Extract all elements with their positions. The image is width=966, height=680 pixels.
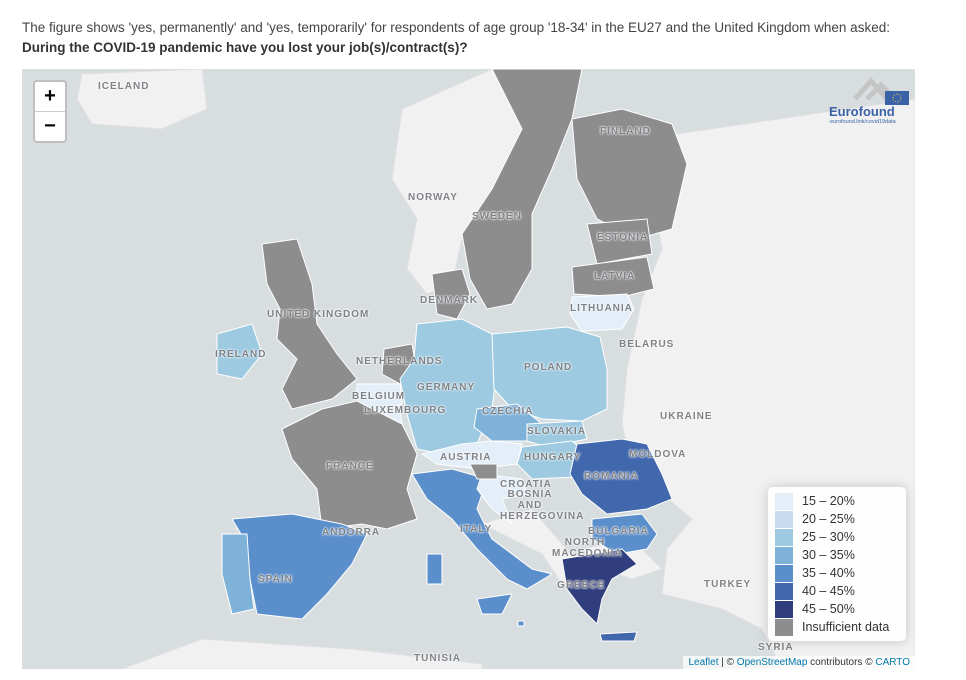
country-sicily[interactable] — [476, 593, 513, 615]
legend-swatch — [775, 546, 793, 564]
legend-label: 30 – 35% — [802, 548, 855, 562]
label-luxembourg: LUXEMBOURG — [364, 405, 447, 416]
country-bulgaria[interactable] — [591, 513, 658, 555]
label-netherlands: NETHERLANDS — [356, 356, 443, 367]
label-belarus: BELARUS — [619, 339, 675, 350]
label-slovakia: SLOVAKIA — [527, 426, 586, 437]
osm-link[interactable]: OpenStreetMap — [736, 657, 808, 668]
country-poland[interactable] — [491, 326, 608, 422]
caption-intro: The figure shows 'yes, permanently' and … — [22, 20, 890, 35]
country-shapes[interactable] — [216, 69, 688, 642]
label-croatia: CROATIA — [500, 479, 552, 490]
figure-caption: The figure shows 'yes, permanently' and … — [22, 18, 922, 58]
choropleth-map[interactable]: ICELAND NORWAY FINLAND SWEDEN ESTONIA LA… — [22, 69, 915, 669]
label-romania: ROMANIA — [584, 471, 639, 482]
label-denmark: DENMARK — [420, 295, 479, 306]
label-ukraine: UKRAINE — [660, 411, 713, 422]
attribution-mid: contributors © — [807, 657, 876, 668]
map-legend: 15 – 20% 20 – 25% 25 – 30% 30 – 35% 35 – 40%… — [768, 487, 906, 641]
label-france: FRANCE — [326, 461, 374, 472]
legend-label: 15 – 20% — [802, 494, 855, 508]
label-syria: SYRIA — [758, 642, 794, 653]
label-andorra: ANDORRA — [322, 527, 381, 538]
legend-label: 45 – 50% — [802, 602, 855, 616]
attribution-sep: | © — [718, 657, 737, 668]
label-bulgaria: BULGARIA — [588, 526, 649, 537]
country-sardinia[interactable] — [426, 553, 443, 585]
legend-item: 45 – 50% — [775, 600, 899, 618]
legend-item: 20 – 25% — [775, 510, 899, 528]
country-lithuania[interactable] — [569, 293, 635, 332]
country-portugal[interactable] — [221, 533, 255, 615]
carto-link[interactable]: CARTO — [875, 657, 910, 668]
label-spain: SPAIN — [258, 574, 293, 585]
caption-question: During the COVID-19 pandemic have you lo… — [22, 40, 468, 55]
label-lithuania: LITHUANIA — [570, 303, 633, 314]
legend-item: 40 – 45% — [775, 582, 899, 600]
label-iceland: ICELAND — [98, 81, 150, 92]
legend-swatch — [775, 600, 793, 618]
zoom-out-button[interactable]: − — [35, 111, 65, 141]
country-uk[interactable] — [261, 238, 358, 410]
eu-flag-icon — [885, 91, 909, 105]
country-slovenia[interactable] — [469, 463, 498, 480]
label-poland: POLAND — [524, 362, 573, 373]
label-czechia: CZECHIA — [482, 406, 534, 417]
country-finland[interactable] — [571, 108, 688, 240]
label-moldova: MOLDOVA — [629, 449, 687, 460]
label-estonia: ESTONIA — [597, 232, 649, 243]
country-denmark[interactable] — [431, 268, 471, 320]
country-malta[interactable] — [517, 620, 525, 627]
country-romania[interactable] — [569, 438, 673, 515]
label-italy: ITALY — [460, 524, 493, 535]
country-cyprus[interactable] — [599, 631, 638, 642]
country-croatia[interactable] — [476, 473, 528, 526]
label-ireland: IRELAND — [215, 349, 267, 360]
label-austria: AUSTRIA — [440, 452, 492, 463]
legend-item: 15 – 20% — [775, 492, 899, 510]
label-n-macedonia: NORTH MACEDONIA — [552, 537, 623, 559]
legend-label: Insufficient data — [802, 620, 890, 634]
leaflet-link[interactable]: Leaflet — [688, 657, 719, 668]
label-hungary: HUNGARY — [524, 452, 582, 463]
legend-label: 35 – 40% — [802, 566, 855, 580]
legend-swatch — [775, 528, 793, 546]
logo-mark-icon — [853, 77, 909, 105]
legend-item: 30 – 35% — [775, 546, 899, 564]
label-latvia: LATVIA — [594, 271, 636, 282]
legend-label: 20 – 25% — [802, 512, 855, 526]
country-france[interactable] — [281, 400, 418, 530]
label-greece: GREECE — [557, 580, 606, 591]
label-sweden: SWEDEN — [472, 211, 522, 222]
country-latvia[interactable] — [571, 256, 655, 298]
zoom-control: + − — [33, 80, 67, 143]
legend-swatch — [775, 618, 793, 636]
legend-swatch — [775, 582, 793, 600]
label-germany: GERMANY — [417, 382, 476, 393]
legend-swatch — [775, 492, 793, 510]
label-bosnia: BOSNIA AND HERZEGOVINA — [500, 489, 585, 522]
legend-swatch — [775, 510, 793, 528]
legend-item: 25 – 30% — [775, 528, 899, 546]
label-norway: NORWAY — [408, 192, 458, 203]
legend-label: 25 – 30% — [802, 530, 855, 544]
eurofound-logo: Eurofound eurofound.link/covid19data — [827, 69, 915, 131]
label-finland: FINLAND — [600, 126, 651, 137]
country-estonia[interactable] — [586, 218, 653, 265]
map-attribution: Leaflet | © OpenStreetMap contributors ©… — [683, 656, 915, 669]
logo-brand: Eurofound — [829, 104, 895, 119]
legend-label: 40 – 45% — [802, 584, 855, 598]
legend-item: Insufficient data — [775, 618, 899, 636]
legend-swatch — [775, 564, 793, 582]
label-turkey: TURKEY — [704, 579, 752, 590]
country-ireland[interactable] — [216, 323, 263, 380]
label-belgium: BELGIUM — [352, 391, 406, 402]
country-sweden[interactable] — [461, 69, 583, 310]
label-tunisia: TUNISIA — [414, 653, 461, 664]
legend-item: 35 – 40% — [775, 564, 899, 582]
zoom-in-button[interactable]: + — [44, 85, 56, 107]
label-uk: UNITED KINGDOM — [267, 309, 370, 320]
country-greece[interactable] — [561, 548, 638, 626]
logo-url: eurofound.link/covid19data — [830, 119, 896, 125]
